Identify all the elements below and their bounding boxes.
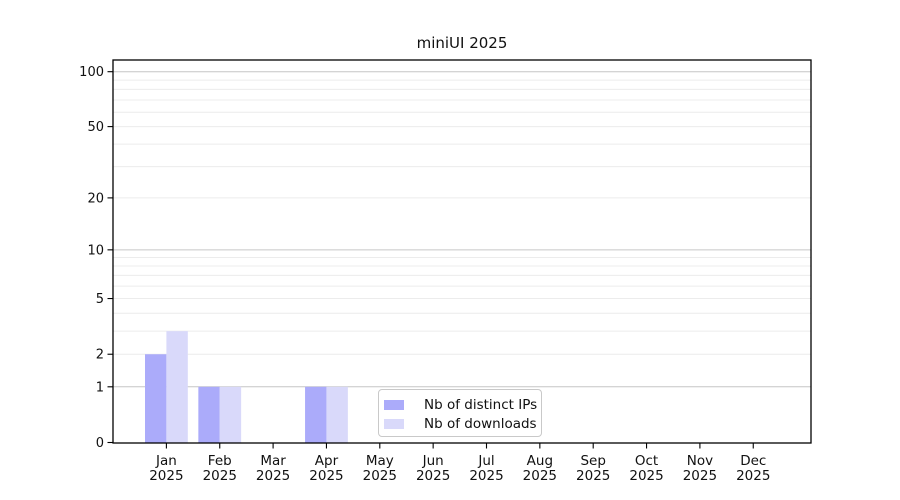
y-tick-label: 0: [96, 436, 104, 451]
x-tick-label-year: 2025: [203, 468, 237, 484]
x-tick-label-year: 2025: [256, 468, 290, 484]
x-tick-label-year: 2025: [363, 468, 397, 484]
x-tick-label-month: May: [366, 453, 394, 469]
bar-downloads: [219, 386, 242, 444]
y-tick-label: 100: [79, 65, 104, 80]
bar-distinct-ips: [145, 354, 167, 444]
x-tick-label-month: Nov: [687, 453, 713, 469]
legend-label-downloads: Nb of downloads: [424, 415, 537, 432]
legend-swatch-distinct-ips: [384, 399, 404, 410]
x-tick-label-month: Apr: [315, 453, 339, 469]
x-tick-label-month: Sep: [580, 453, 605, 469]
x-tick-label-month: Mar: [260, 453, 286, 469]
bar-downloads: [326, 386, 348, 444]
x-tick-label-year: 2025: [309, 468, 343, 484]
bar-distinct-ips: [305, 386, 327, 444]
x-tick-label-month: Aug: [527, 453, 553, 469]
x-tick-label-year: 2025: [523, 468, 557, 484]
chart-title: miniUI 2025: [416, 34, 508, 52]
y-tick-label: 5: [96, 292, 104, 307]
x-tick-label-year: 2025: [469, 468, 503, 484]
x-tick-label-year: 2025: [683, 468, 717, 484]
bar-distinct-ips: [198, 386, 220, 444]
legend-item: Nb of distinct IPs: [384, 395, 541, 414]
y-tick-label: 2: [96, 348, 104, 363]
x-tick-label-year: 2025: [629, 468, 663, 484]
x-tick-label-month: Jun: [422, 453, 444, 469]
y-tick-label: 50: [87, 120, 104, 135]
x-tick-label-month: Oct: [635, 453, 658, 469]
plot-border: [112, 59, 812, 444]
bar-downloads: [166, 331, 188, 444]
legend-label-distinct-ips: Nb of distinct IPs: [424, 396, 538, 413]
legend-swatch-downloads: [384, 418, 404, 429]
x-tick-label-year: 2025: [416, 468, 450, 484]
x-tick-label-month: Jan: [155, 453, 177, 469]
x-tick-label-year: 2025: [736, 468, 770, 484]
x-tick-label-month: Jul: [477, 453, 494, 469]
x-tick-label-year: 2025: [576, 468, 610, 484]
x-tick-label-year: 2025: [149, 468, 183, 484]
y-tick-label: 20: [87, 191, 104, 206]
y-tick-label: 1: [96, 380, 104, 395]
x-tick-label-month: Feb: [208, 453, 232, 469]
x-tick-label-month: Dec: [740, 453, 766, 469]
legend-item: Nb of downloads: [384, 414, 541, 433]
legend: Nb of distinct IPs Nb of downloads: [378, 389, 542, 437]
y-tick-label: 10: [87, 243, 104, 258]
